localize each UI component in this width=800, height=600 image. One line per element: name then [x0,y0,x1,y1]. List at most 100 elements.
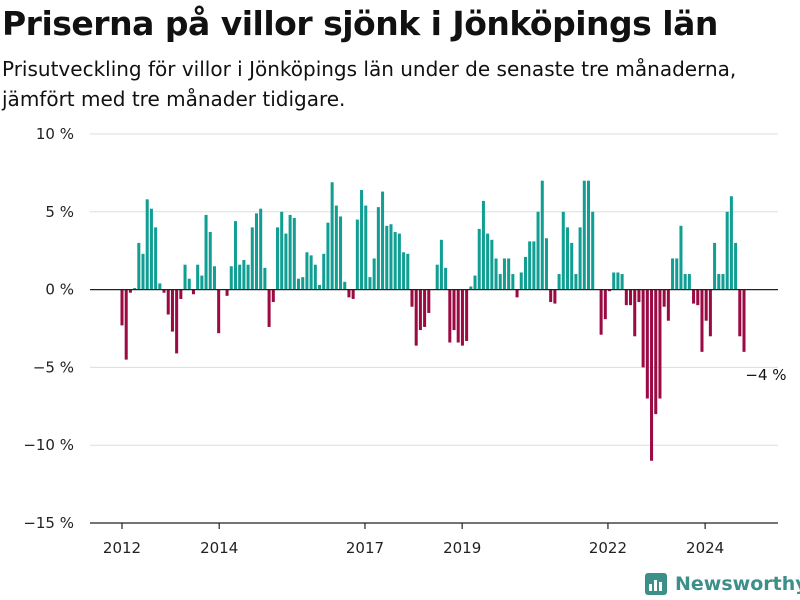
bar [612,272,616,290]
newsworthy-logo-icon [645,573,667,595]
bar [624,289,628,306]
bars [120,180,746,461]
brand-name: Newsworthy [675,573,800,595]
bar [305,252,309,290]
bar [301,277,305,290]
bar [267,289,271,327]
bar [133,288,137,290]
bar [439,239,443,290]
bar [460,289,464,346]
bar [343,281,347,290]
bar [486,233,490,290]
bar [385,225,389,290]
bar [204,214,208,290]
bar [523,256,527,290]
bar [666,289,670,321]
bar [637,289,641,303]
bar [469,286,473,290]
bar [557,274,561,290]
bar [713,242,717,290]
bar [650,289,654,461]
bar [196,264,200,290]
bar [481,200,485,290]
y-tick-label: 10 % [36,125,74,143]
bar [448,289,452,343]
bar [658,289,662,399]
bar [318,284,322,290]
bar [120,289,124,326]
bar [662,289,666,307]
newsworthy-logo: Newsworthy [645,570,800,598]
bar [137,242,141,290]
bar [515,289,519,298]
bar [473,275,477,290]
bar [540,180,544,290]
bar [519,272,523,290]
bar [406,253,410,290]
bar [692,289,696,304]
bar [233,221,237,290]
bar [364,205,368,290]
bar [456,289,460,343]
bar [477,228,481,290]
bar [162,289,166,293]
bar [549,289,553,303]
bar [297,278,301,290]
bar [734,242,738,290]
bar [532,241,536,290]
bar [154,227,158,290]
bar [599,289,603,335]
bar [271,289,275,303]
bar [158,283,162,290]
bar [200,275,204,290]
bar [721,274,725,290]
bar [250,227,254,290]
axes: 2012 2014 2017 2019 2022 2024 [90,288,778,557]
x-tick-label: 2014 [200,539,238,557]
bar [725,211,729,290]
bar [683,274,687,290]
bar [561,211,565,290]
bar [246,264,250,290]
bar [242,260,246,290]
bar [339,216,343,290]
bar [191,289,195,295]
x-tick-label: 2022 [589,539,627,557]
bar [263,267,267,290]
bar [536,211,540,290]
bar [124,289,128,360]
bar [360,190,364,290]
bar [544,238,548,290]
bar [254,213,258,290]
last-value-annotation: −4 % [745,366,786,384]
bar [700,289,704,352]
bar [229,266,233,290]
bar [435,264,439,290]
bar [347,289,351,298]
bar [553,289,557,304]
bar [288,214,292,290]
bar [574,274,578,290]
x-tick-label: 2024 [686,539,724,557]
bar [259,208,263,290]
bar [423,289,427,327]
bar [671,258,675,290]
bar [128,289,132,293]
bar [490,239,494,290]
bar [351,289,355,299]
bar [389,224,393,290]
bar [410,289,414,307]
bar [145,199,149,290]
bar [208,232,212,290]
bar [141,253,145,290]
bar [507,258,511,290]
bar [212,266,216,290]
y-tick-label: −10 % [23,436,74,454]
x-tick-label: 2017 [346,539,384,557]
bar [217,289,221,334]
bar [330,182,334,290]
bar [494,258,498,290]
bar [322,253,326,290]
bar [187,278,191,290]
